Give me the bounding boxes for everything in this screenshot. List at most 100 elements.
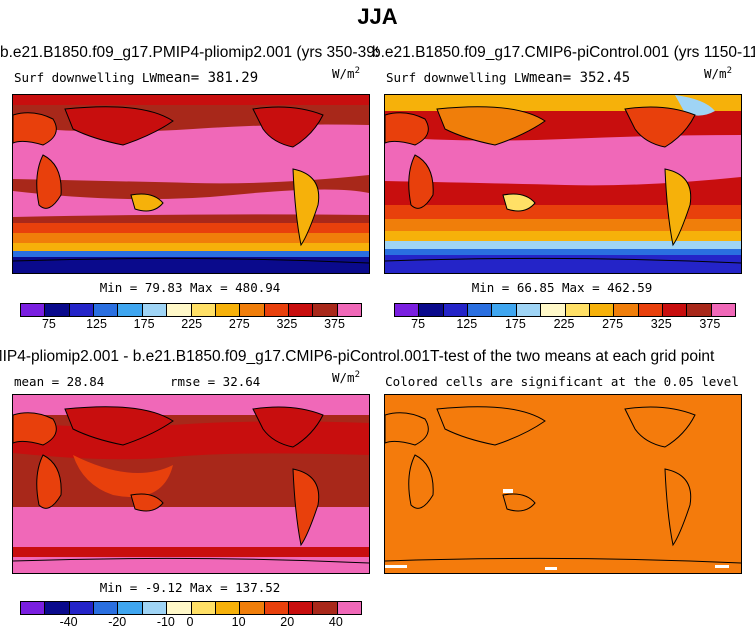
colorbar-swatch [240, 602, 265, 614]
panel1-units-sup: 2 [354, 66, 360, 76]
tick-75: 75 [41, 317, 56, 331]
colorbar-swatch [264, 304, 289, 316]
colorbar-swatch [711, 304, 736, 316]
colorbar-swatch [215, 304, 241, 316]
tick-125: 125 [456, 317, 478, 331]
colorbar-swatch [142, 304, 168, 316]
colorbar-swatch [45, 304, 70, 316]
south-blue-band [385, 249, 741, 255]
land-south-america [292, 468, 320, 547]
panel1-colorbar-ticks: 75 125 175 225 275 325 375 425 [20, 317, 360, 331]
antarctic-coast [13, 257, 369, 264]
land-north-america [624, 406, 696, 448]
colorbar-swatch [118, 304, 143, 316]
colorbar-swatch [443, 304, 469, 316]
colorbar-swatch [191, 304, 216, 316]
land-africa-europe [385, 412, 434, 509]
colorbar-swatch [565, 304, 590, 316]
panel2-minmax: Min = 66.85 Max = 462.59 [471, 280, 653, 295]
colorbar-swatch [638, 304, 663, 316]
panel1-title: b.e21.B1850.f09_g17.PMIP4-pliomip2.001 (… [0, 44, 378, 61]
antarctic-band [13, 257, 369, 273]
panel4-subtitle: Colored cells are significant at the 0.0… [385, 374, 739, 389]
tick-minus40: -40 [59, 615, 78, 629]
colorbar-swatch [288, 304, 314, 316]
tick-0: 0 [186, 615, 194, 629]
panel3-title: b.e21.B1850.f09_g17.PMIP4-pliomip2.001 -… [0, 348, 430, 366]
panel1-map [12, 94, 370, 274]
panel2-title: b.e21.B1850.f09_g17.CMIP6-piControl.001 … [372, 44, 755, 61]
panel2-variable: Surf downwelling LW [386, 70, 529, 85]
greenland-ice [675, 95, 715, 116]
land-north-america [252, 106, 324, 148]
south-yellow-band [385, 231, 741, 241]
panel3-units-sup: 2 [354, 370, 360, 380]
land-africa-europe [13, 112, 62, 209]
colorbar-swatch [167, 304, 192, 316]
tick-275: 275 [602, 317, 624, 331]
tick-175: 175 [504, 317, 526, 331]
panel1-variable: Surf downwelling LW [14, 70, 157, 85]
insignificant-cell [385, 565, 407, 568]
colorbar-swatch [21, 304, 46, 316]
panel3-title-text: b.e21.B1850.f09_g17.PMIP4-pliomip2.001 -… [0, 348, 430, 365]
colorbar-swatch [21, 602, 46, 614]
colorbar-swatch [118, 602, 143, 614]
panel2-map [384, 94, 742, 274]
land-australia [130, 493, 164, 512]
tropics-band [13, 124, 369, 184]
colorbar-swatch [142, 602, 168, 614]
panel1-variable-label: Surf downwelling LWmean= 381.29 [14, 70, 258, 86]
land-south-america [292, 168, 320, 247]
antarctic-coast [385, 557, 741, 564]
land-asia [436, 106, 546, 146]
land-asia [64, 106, 174, 146]
south-red-band [13, 547, 369, 557]
south-yellow-band [13, 243, 369, 251]
tick-375: 375 [324, 317, 345, 331]
colorbar-swatch [264, 602, 289, 614]
panel3-rmse: rmse = 32.64 [170, 374, 261, 389]
south-lightblue-band [385, 241, 741, 249]
tick-225: 225 [181, 317, 203, 331]
panel2-colorbar-ticks: 75 125 175 225 275 325 375 [394, 317, 734, 331]
figure-title: JJA [357, 4, 398, 29]
land-north-america [252, 406, 324, 448]
colorbar-swatch [191, 602, 216, 614]
panel2-variable-label: Surf downwelling LWmean= 352.45 [386, 70, 630, 86]
panel1-mean: mean= 381.29 [157, 70, 259, 86]
antarctic-band [385, 255, 741, 273]
panel1-minmax: Min = 79.83 Max = 480.94 [99, 280, 281, 295]
panel4-map [384, 394, 742, 574]
panel3-map-svg [13, 395, 369, 573]
tick-10: 10 [231, 615, 246, 629]
tick-275: 275 [228, 317, 250, 331]
tick-375: 375 [699, 317, 721, 331]
antarctic-coast [13, 557, 369, 564]
south-blue-band [13, 251, 369, 257]
colorbar-swatch [240, 304, 265, 316]
tick-175: 175 [133, 317, 155, 331]
tick-325: 325 [276, 317, 298, 331]
indo-pacific-patch [73, 455, 173, 497]
antarctic-coast [385, 257, 741, 264]
colorbar-swatch [337, 304, 362, 316]
colorbar-swatch [541, 304, 566, 316]
panel3-mean: mean = 28.84 [14, 374, 105, 389]
panel2-units-sup: 2 [726, 66, 732, 76]
insignificant-cell [503, 489, 513, 493]
panel2-colorbar [394, 303, 736, 317]
land-south-america [664, 468, 692, 547]
colorbar-swatch [516, 304, 542, 316]
insignificant-cell [545, 567, 557, 570]
colorbar-swatch [313, 602, 338, 614]
significance-fill [385, 395, 741, 573]
panel2-map-svg [385, 95, 741, 273]
panel4-title: T-test of the two means at each grid poi… [430, 348, 715, 365]
south-red-band [385, 205, 741, 219]
colorbar-swatch [395, 304, 420, 316]
panel3-colorbar-ticks: -40 -20 -10 0 10 20 40 [20, 615, 360, 629]
tropics-band [385, 135, 741, 186]
colorbar-swatch [687, 304, 712, 316]
